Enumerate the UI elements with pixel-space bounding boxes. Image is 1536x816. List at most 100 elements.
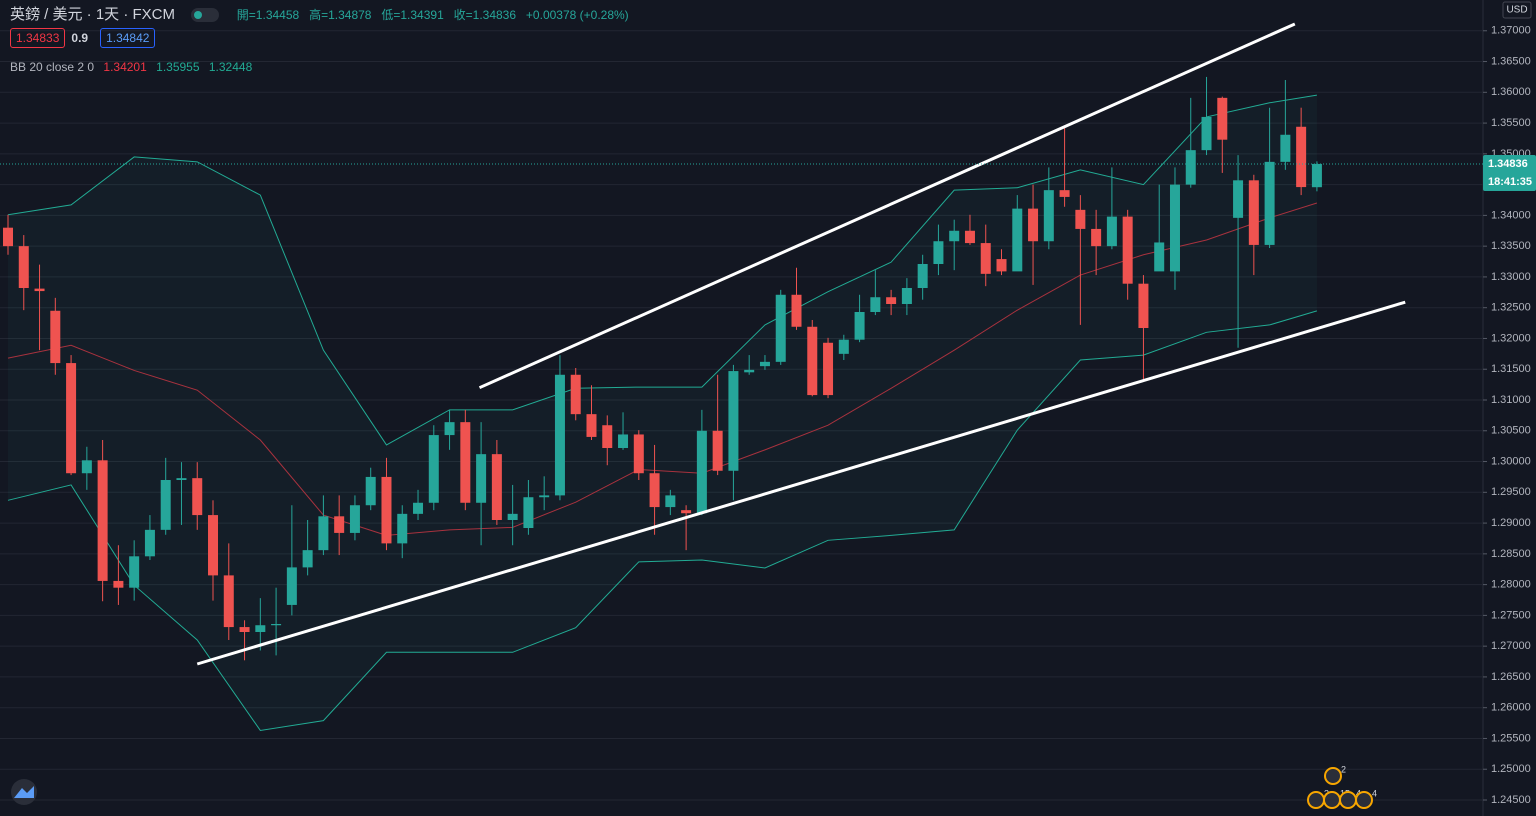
y-tick-label: 1.32000 [1491, 332, 1531, 344]
candle-body [460, 422, 471, 503]
candle-body [1248, 180, 1259, 245]
ohlc-low: 低=1.34391 [381, 8, 444, 22]
event-icon [1355, 791, 1373, 809]
y-tick-label: 1.27500 [1491, 609, 1531, 621]
candle-body [523, 497, 534, 528]
indicator-name[interactable]: BB 20 close 2 0 [10, 60, 95, 74]
candle-body [1106, 216, 1117, 247]
y-tick-label: 1.36000 [1491, 86, 1531, 98]
band-lower [7, 310, 1318, 732]
candle-body [854, 312, 865, 340]
event-icon [1307, 791, 1325, 809]
y-tick-label: 1.26500 [1491, 671, 1531, 683]
candle-body [996, 259, 1007, 272]
candle-body [886, 297, 897, 304]
trade-row: 1.34833 0.9 1.34842 [10, 28, 161, 48]
ask[interactable]: 1.34842 [100, 28, 156, 48]
currency-box [1502, 1, 1532, 19]
candle-body [1075, 209, 1086, 229]
candle-body [744, 369, 755, 373]
header: 英鎊 / 美元 · 1天 · FXCM 開=1.34458 高=1.34878 … [10, 3, 635, 24]
candle-body [18, 246, 29, 288]
candle-body [50, 310, 61, 364]
candle-body [271, 624, 282, 626]
event-icon [1323, 791, 1341, 809]
toggle[interactable] [190, 8, 219, 23]
indicator-basis: 1.34201 [103, 60, 147, 74]
toggle-dot [193, 11, 202, 20]
candle-body [334, 516, 345, 533]
candle-body [160, 480, 171, 530]
last-price-box [1483, 154, 1536, 191]
candle-body [208, 515, 219, 576]
indicator-lower: 1.32448 [208, 60, 253, 74]
candle-body [1280, 134, 1291, 162]
candle-body [1122, 216, 1133, 284]
candle-body [1169, 184, 1180, 272]
candle-body [1233, 180, 1244, 218]
candle-body [365, 476, 376, 506]
candle-body [1185, 150, 1196, 185]
candle-body [444, 422, 455, 436]
candle-body [759, 361, 770, 367]
candle-body [1296, 126, 1307, 188]
candle-body [602, 425, 613, 448]
y-tick-label: 1.36500 [1491, 55, 1531, 67]
candle-body [381, 476, 392, 544]
y-tick-label: 1.34000 [1491, 209, 1531, 221]
candle-body [192, 478, 203, 516]
y-tick-label: 1.33500 [1491, 240, 1531, 252]
band-basis [7, 202, 1318, 536]
y-tick-label: 1.29500 [1491, 486, 1531, 498]
ohlc-high: 高=1.34878 [309, 8, 372, 22]
y-tick-label: 1.31500 [1491, 363, 1531, 375]
candle-body [980, 243, 991, 274]
candle-body [476, 454, 487, 503]
candle-body [1059, 190, 1070, 197]
y-tick-label: 1.37000 [1491, 25, 1531, 37]
candle-body [1217, 97, 1228, 140]
indicator-legend: BB 20 close 2 0 1.34201 1.35955 1.32448 [10, 60, 258, 74]
candle-body [807, 326, 818, 396]
candle-body [144, 529, 155, 557]
indicator-upper: 1.35955 [156, 60, 200, 74]
candle-body [1138, 283, 1149, 328]
last-price-label: 1.34836 [1488, 158, 1528, 170]
candle-body [633, 434, 644, 474]
candle-body [728, 371, 739, 471]
candle-body [113, 580, 124, 588]
candle-body [491, 454, 502, 520]
event-count: 2 [1341, 764, 1346, 774]
candle-body [176, 478, 187, 480]
candle-body [791, 294, 802, 327]
ohlc-open: 開=1.34458 [236, 8, 300, 22]
candle-body [81, 460, 92, 474]
candle-body [413, 502, 424, 514]
candle-body [66, 363, 77, 474]
candle-body [838, 339, 849, 354]
candle-body [618, 434, 629, 448]
candle-body [823, 342, 834, 396]
candle-body [1043, 190, 1054, 242]
candle-body [302, 550, 313, 568]
symbol-title[interactable]: 英鎊 / 美元 · 1天 · FXCM [10, 6, 176, 23]
y-tick-label: 1.24500 [1491, 794, 1531, 806]
candle-body [539, 495, 550, 498]
candle-body [681, 510, 692, 514]
y-tick-label: 1.27000 [1491, 640, 1531, 652]
candle-body [1154, 242, 1165, 272]
bid[interactable]: 1.34833 [10, 28, 66, 48]
candle-body [554, 374, 565, 496]
candle-body [1201, 116, 1212, 151]
candle-body [696, 430, 707, 514]
candle-body [397, 513, 408, 544]
candle-body [318, 516, 329, 551]
candle-body [964, 230, 975, 244]
candle-body [1091, 228, 1102, 247]
countdown: 18:41:35 [1488, 176, 1532, 188]
trendline [196, 300, 1406, 666]
candle-body [949, 230, 960, 242]
y-tick-label: 1.29000 [1491, 517, 1531, 529]
